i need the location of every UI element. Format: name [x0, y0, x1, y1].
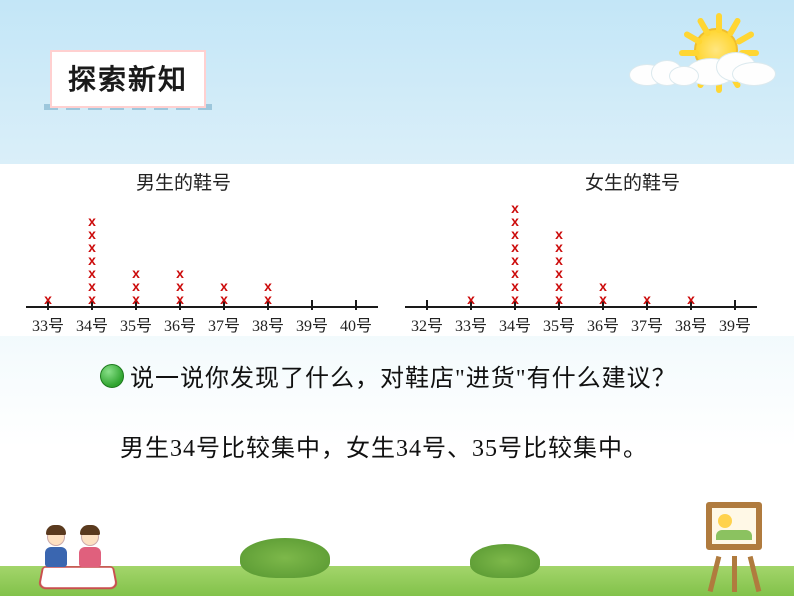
data-stack: xx [581, 280, 625, 306]
data-mark: x [88, 293, 96, 306]
tick-label: 32号 [405, 312, 449, 336]
bush-decoration [240, 538, 330, 578]
data-mark: x [643, 293, 651, 306]
chart-title: 男生的鞋号 [136, 168, 231, 195]
child-icon [78, 528, 102, 568]
painting-icon [706, 502, 762, 550]
data-mark: x [264, 293, 272, 306]
easel-decoration [694, 502, 774, 592]
tick-label: 35号 [537, 312, 581, 336]
data-stack: xxxxxxxx [493, 202, 537, 306]
chart-title: 女生的鞋号 [585, 168, 680, 195]
tick-label: 38号 [669, 312, 713, 336]
data-mark: x [511, 293, 519, 306]
dot-plots-panel: 男生的鞋号 33号x34号xxxxxxx35号xxx36号xxx37号xx38号… [0, 164, 794, 336]
tick-label: 33号 [26, 312, 70, 336]
question-text: 说一说你发现了什么，对鞋店"进货"有什么建议？ [130, 358, 677, 393]
data-stack: x [669, 293, 713, 306]
book-icon [38, 566, 119, 589]
tick-label: 33号 [449, 312, 493, 336]
tick-label: 35号 [114, 312, 158, 336]
girls-shoe-plot: 女生的鞋号 32号33号x34号xxxxxxxx35号xxxxxx36号xx37… [405, 166, 784, 336]
child-icon [44, 528, 68, 568]
cloud-decoration [629, 60, 699, 88]
axis-tick: 32号 [405, 300, 449, 336]
tick-label: 39号 [290, 312, 334, 336]
data-mark: x [132, 293, 140, 306]
cloud-decoration [686, 52, 776, 87]
data-mark: x [687, 293, 695, 306]
data-mark: x [220, 293, 228, 306]
data-stack: xxxxxx [537, 228, 581, 306]
data-stack: xxx [158, 267, 202, 306]
tick-label: 34号 [493, 312, 537, 336]
data-stack: xx [202, 280, 246, 306]
tick-label: 36号 [581, 312, 625, 336]
axis-tick: 40号 [334, 300, 378, 336]
tick-label: 40号 [334, 312, 378, 336]
section-title-badge: 探索新知 [50, 50, 206, 108]
data-mark: x [555, 293, 563, 306]
question-line: 说一说你发现了什么，对鞋店"进货"有什么建议？ [100, 358, 764, 393]
bullet-icon [100, 364, 124, 388]
tick-label: 37号 [202, 312, 246, 336]
boys-shoe-plot: 男生的鞋号 33号x34号xxxxxxx35号xxx36号xxx37号xx38号… [26, 166, 405, 336]
axis-tick: 39号 [290, 300, 334, 336]
bush-decoration [470, 544, 540, 578]
data-mark: x [599, 293, 607, 306]
data-stack: x [449, 293, 493, 306]
data-stack: x [625, 293, 669, 306]
data-stack: xx [246, 280, 290, 306]
tick-label: 38号 [246, 312, 290, 336]
data-mark: x [176, 293, 184, 306]
data-stack: xxx [114, 267, 158, 306]
children-reading-decoration [10, 510, 140, 590]
tick-label: 39号 [713, 312, 757, 336]
tick-label: 34号 [70, 312, 114, 336]
tick-label: 36号 [158, 312, 202, 336]
tick-label: 37号 [625, 312, 669, 336]
data-stack: xxxxxxx [70, 215, 114, 306]
data-mark: x [44, 293, 52, 306]
data-mark: x [467, 293, 475, 306]
answer-text: 男生34号比较集中，女生34号、35号比较集中。 [120, 430, 680, 468]
data-stack: x [26, 293, 70, 306]
section-title: 探索新知 [68, 64, 188, 95]
axis-tick: 39号 [713, 300, 757, 336]
